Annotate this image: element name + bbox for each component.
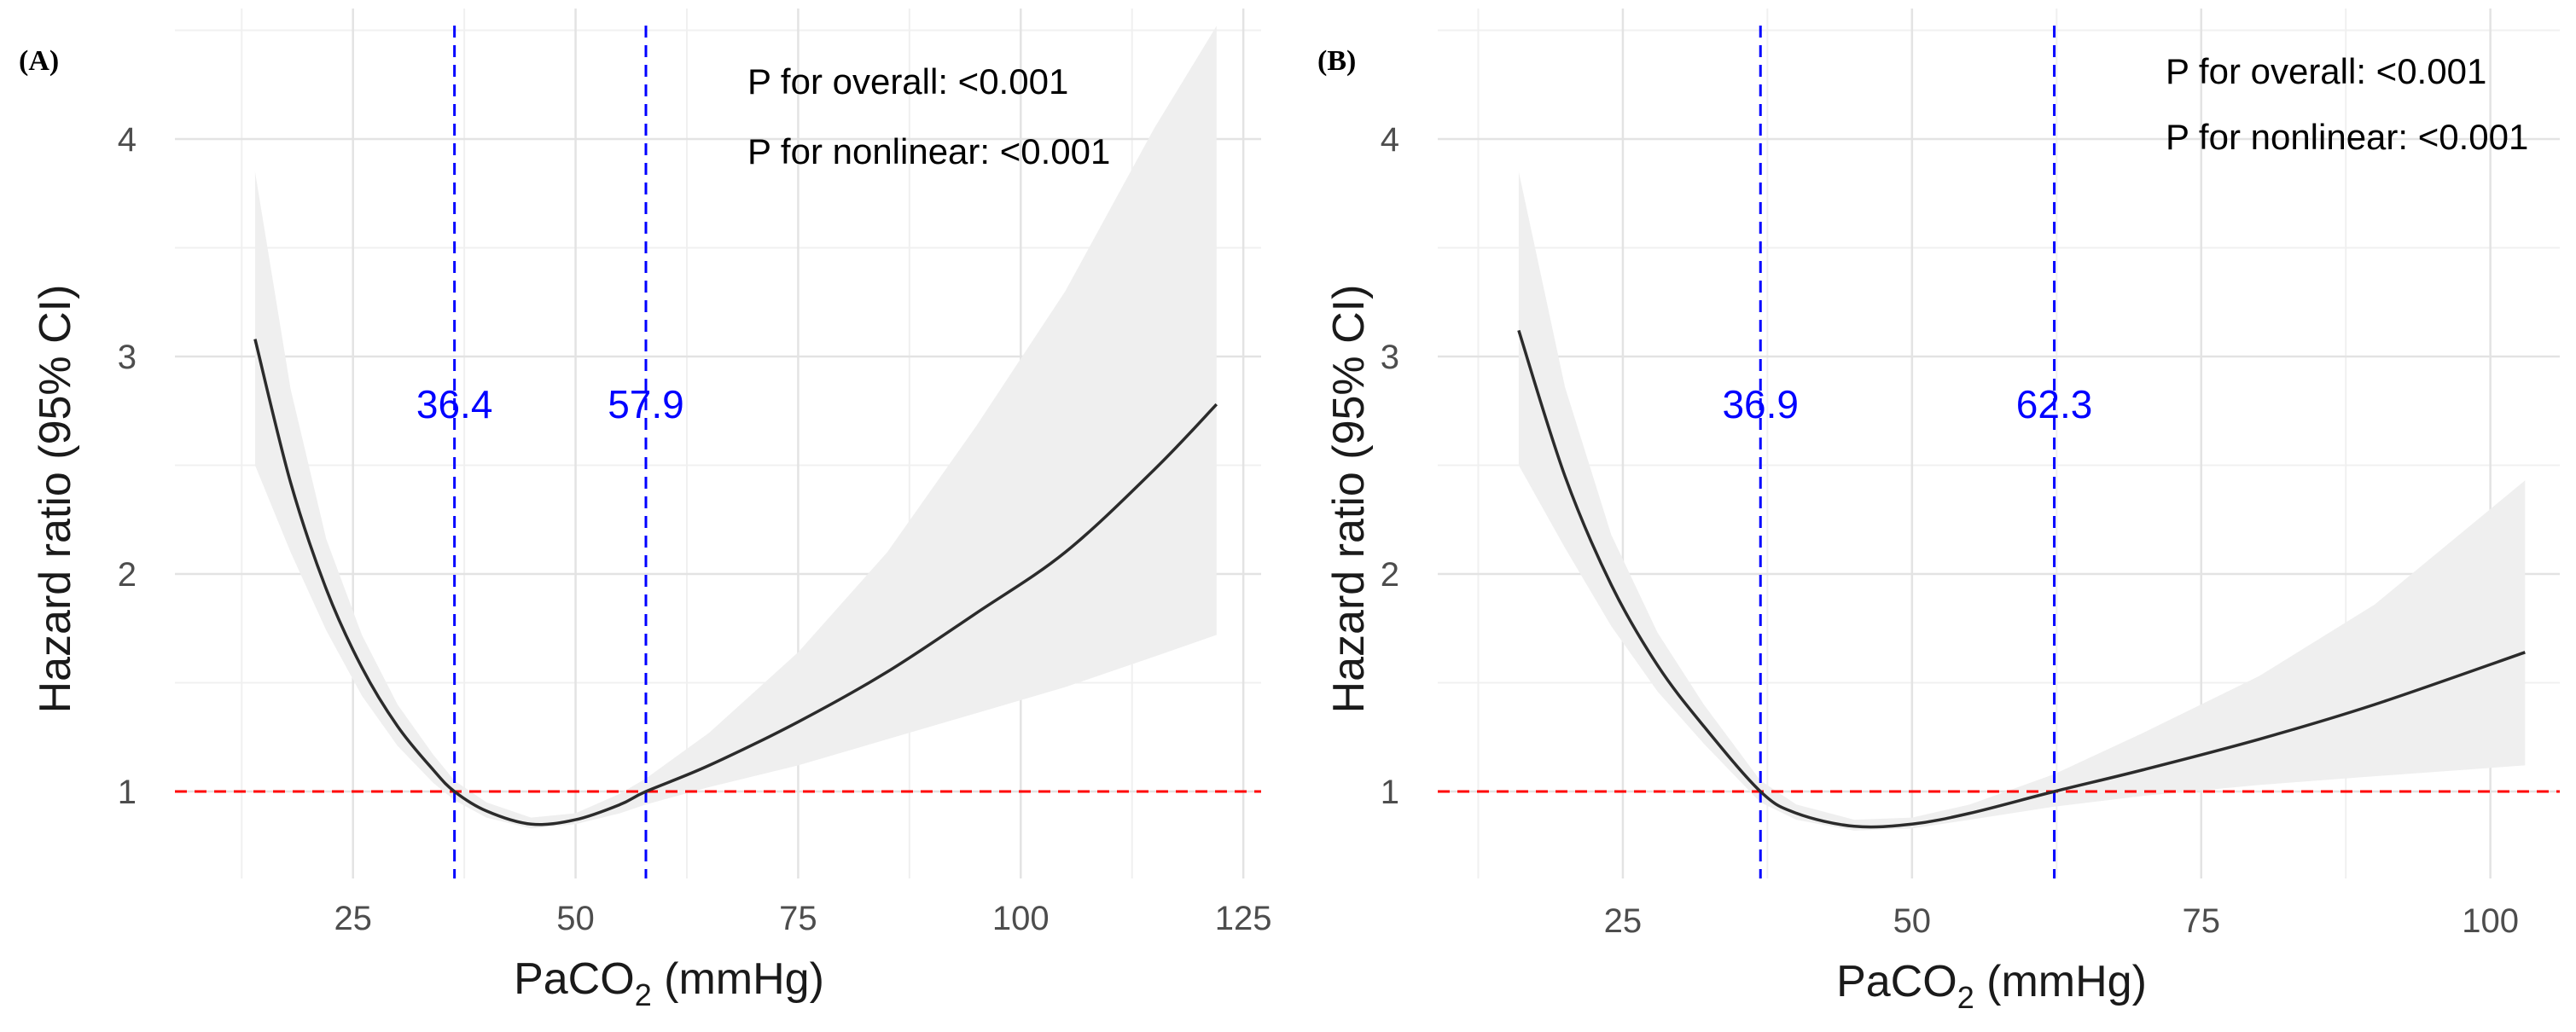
- x-tick-label: 100: [992, 900, 1050, 937]
- panel-a: 25 50 75 100 125 1 2 3 4 (A) P for overall: <0.…: [19, 9, 1272, 1012]
- y-tick-label: 1: [118, 774, 137, 811]
- confidence-band: [1518, 171, 2526, 831]
- major-grid: [175, 9, 1261, 878]
- cutoff-label: 36.9: [1722, 382, 1799, 426]
- x-tick-label: 100: [2462, 902, 2519, 940]
- x-axis-title: PaCO2 (mmHg): [1836, 957, 2147, 1015]
- cutoff-label: 36.4: [416, 382, 493, 426]
- x-tick-label: 50: [1893, 902, 1932, 940]
- x-tick-label: 50: [556, 900, 595, 937]
- y-tick-label: 4: [118, 121, 137, 159]
- y-tick-label: 2: [118, 556, 137, 594]
- annotation-overall: P for overall: <0.001: [2166, 51, 2486, 91]
- x-tick-label: 75: [2182, 902, 2220, 940]
- x-tick-label: 125: [1215, 900, 1272, 937]
- x-tick-label: 25: [1604, 902, 1643, 940]
- panel-label: (A): [19, 45, 59, 77]
- panel-label: (B): [1317, 45, 1356, 77]
- confidence-band: [254, 26, 1217, 829]
- y-axis-title: Hazard ratio (95% CI): [31, 285, 80, 714]
- y-tick-label: 2: [1381, 556, 1399, 594]
- y-tick-label: 1: [1381, 774, 1399, 811]
- panel-b: 25 50 75 100 1 2 3 4 (B) P for overall: <0.001…: [1317, 9, 2560, 1015]
- x-tick-labels: 25 50 75 100: [1604, 902, 2519, 940]
- y-tick-labels: 1 2 3 4: [1381, 121, 1399, 811]
- annotation-overall: P for overall: <0.001: [747, 61, 1068, 101]
- x-axis-title: PaCO2 (mmHg): [514, 954, 824, 1012]
- cutoff-lines: [453, 26, 648, 878]
- hazard-ratio-curve: [1517, 329, 2526, 829]
- hazard-ratio-curve: [253, 339, 1218, 826]
- cutoff-labels: 36.9 62.3: [1722, 382, 2092, 426]
- cutoff-label: 62.3: [2016, 382, 2093, 426]
- cutoff-lines: [1759, 26, 2056, 878]
- x-tick-label: 25: [334, 900, 372, 937]
- x-tick-label: 75: [779, 900, 817, 937]
- y-tick-label: 3: [118, 339, 137, 376]
- annotation-nonlinear: P for nonlinear: <0.001: [747, 131, 1110, 171]
- y-tick-label: 3: [1381, 339, 1399, 376]
- minor-grid: [1438, 9, 2560, 878]
- cutoff-labels: 36.4 57.9: [416, 382, 684, 426]
- y-tick-labels: 1 2 3 4: [118, 121, 137, 811]
- y-tick-label: 4: [1381, 121, 1399, 159]
- x-tick-labels: 25 50 75 100 125: [334, 900, 1271, 937]
- annotation-nonlinear: P for nonlinear: <0.001: [2166, 117, 2528, 157]
- cutoff-label: 57.9: [608, 382, 684, 426]
- y-axis-title: Hazard ratio (95% CI): [1324, 285, 1374, 714]
